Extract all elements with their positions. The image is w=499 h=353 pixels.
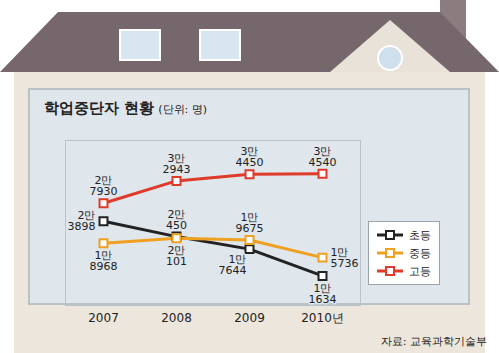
svg-text:3만4450: 3만4450 — [236, 145, 264, 169]
svg-text:2009: 2009 — [234, 311, 265, 325]
svg-text:1만8968: 1만8968 — [90, 249, 118, 273]
svg-text:2만7930: 2만7930 — [90, 174, 118, 198]
svg-text:3만2943: 3만2943 — [163, 152, 191, 176]
svg-text:1만5736: 1만5736 — [331, 246, 359, 270]
html-text:학업중단자 현황 (단위: 명): 학업중단자 현황 (단위: 명) — [44, 99, 207, 117]
svg-text:2만450: 2만450 — [166, 208, 187, 232]
html-text:중등: 중등 — [409, 246, 431, 260]
svg-text:2010년: 2010년 — [301, 311, 344, 325]
svg-text:1만1634: 1만1634 — [309, 282, 337, 306]
html-text:초등: 초등 — [409, 228, 431, 242]
html-text:자료: 교육과학기술부: 자료: 교육과학기술부 — [380, 335, 487, 348]
svg-text:2008: 2008 — [161, 311, 192, 325]
svg-text:1만7644: 1만7644 — [219, 253, 247, 277]
svg-text:2만3898: 2만3898 — [68, 209, 96, 233]
svg-text:1만9675: 1만9675 — [236, 211, 264, 235]
html-text:고등: 고등 — [409, 264, 431, 278]
svg-text:2007: 2007 — [88, 311, 119, 325]
svg-text:2만101: 2만101 — [166, 244, 187, 268]
svg-text:3만4540: 3만4540 — [309, 145, 337, 169]
